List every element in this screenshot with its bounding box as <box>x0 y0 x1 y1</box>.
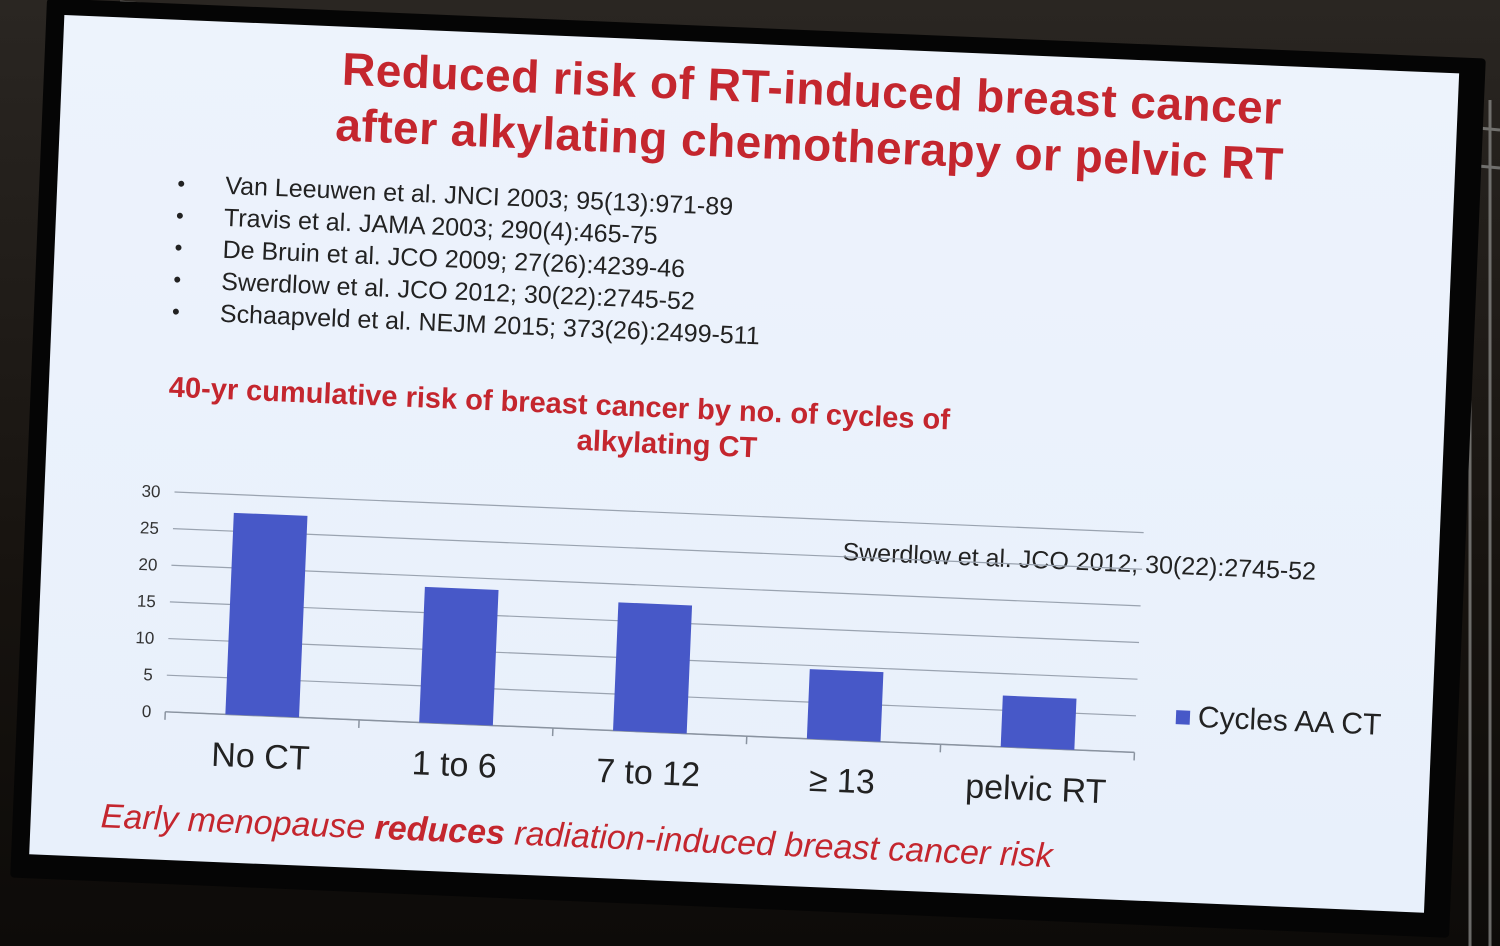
x-tick-label: 1 to 6 <box>411 744 498 786</box>
reference-list: Van Leeuwen et al. JNCI 2003; 95(13):971… <box>171 168 765 352</box>
bar <box>225 512 308 718</box>
y-tick-label: 20 <box>138 555 158 575</box>
gridline <box>174 491 1144 534</box>
bar-chart: 0 5 10 15 20 25 30 No CT 1 to 6 7 to 12 ≥ 13 pelvic… <box>135 482 1382 812</box>
x-tick-label: No CT <box>211 736 311 778</box>
gridline <box>172 528 1143 570</box>
projection-screen: Reduced risk of RT-induced breast cancer… <box>10 0 1486 938</box>
y-tick-label: 5 <box>143 665 153 684</box>
bar <box>613 602 693 734</box>
chart-title: 40-yr cumulative risk of breast cancer b… <box>167 370 1169 484</box>
gridline <box>171 564 1141 607</box>
x-tick-label: pelvic RT <box>965 767 1108 811</box>
footer-text-bold: reduces <box>373 808 506 853</box>
bar <box>1000 695 1077 750</box>
x-tick-label: ≥ 13 <box>808 761 875 802</box>
y-tick-label: 0 <box>141 702 151 721</box>
bar <box>806 669 884 742</box>
y-tick-label: 10 <box>135 628 155 648</box>
y-tick-label: 30 <box>141 482 161 502</box>
slide: Reduced risk of RT-induced breast cancer… <box>29 14 1460 913</box>
x-tick-label: 7 to 12 <box>595 752 700 794</box>
legend-label: Cycles AA CT <box>1197 701 1382 742</box>
y-tick-label: 15 <box>137 592 157 612</box>
slide-title: Reduced risk of RT-induced breast cancer… <box>219 36 1403 197</box>
legend-swatch <box>1175 710 1191 725</box>
y-tick-label: 25 <box>140 518 160 538</box>
bar <box>419 586 499 726</box>
